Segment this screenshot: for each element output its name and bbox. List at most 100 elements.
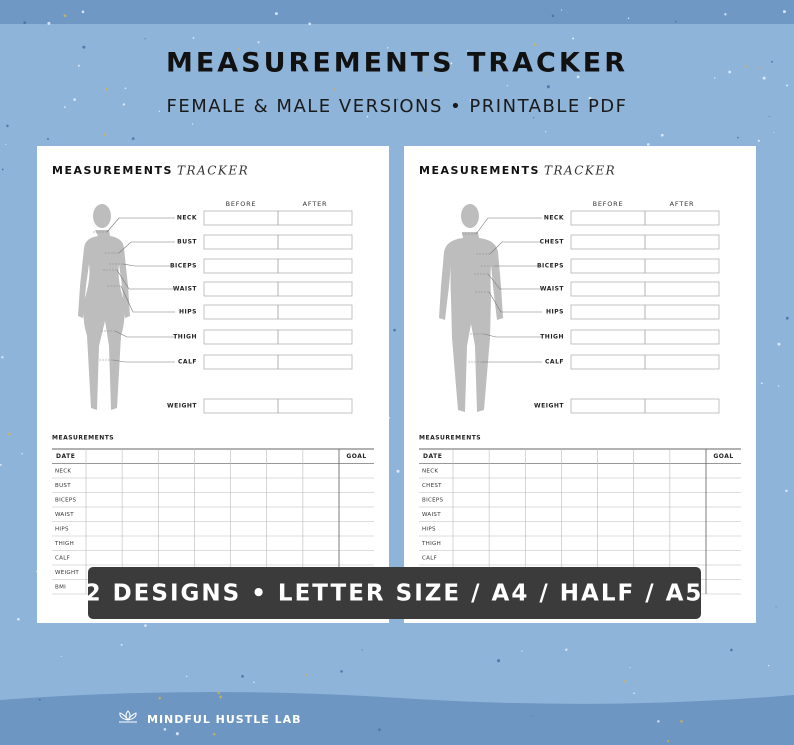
speck [304,63,307,66]
measure-label: CALF [545,359,564,366]
speck [82,45,86,49]
speck [217,691,221,695]
after-box [277,210,353,226]
leader-line [118,241,175,254]
after-box [644,354,720,370]
speck [566,60,570,64]
speck [105,87,108,91]
sheet: MEASUREMENTS TRACKER BEFORE AFTER NECK CHEST B… [404,146,756,623]
after-box [644,398,720,414]
row-label: NECK [55,468,71,474]
goal-header: GOAL [713,453,733,460]
speck [588,96,592,100]
speck [257,41,260,44]
speck [762,76,766,80]
row-label: CHEST [422,483,442,489]
measure-label: CALF [178,359,197,366]
speck [760,382,763,385]
col-before: BEFORE [226,200,257,208]
speck [768,664,770,667]
sheet-title: MEASUREMENTS [419,164,540,177]
col-after: AFTER [670,200,695,208]
leader-line [487,273,542,290]
speck [768,115,770,118]
leader-line [112,359,175,363]
silhouette-body [439,232,503,412]
sheets: MEASUREMENTS TRACKER BEFORE AFTER NECK BUST BI… [37,146,756,623]
speck [737,136,739,139]
speck [777,385,780,387]
speck [551,14,555,18]
after-box [277,258,353,274]
leader-line [489,241,542,255]
after-box [277,329,353,345]
speck [122,103,126,106]
speck [576,75,580,79]
sheet-title-italic: TRACKER [544,164,616,178]
speck [73,98,76,101]
speck [469,99,473,102]
after-box [644,234,720,250]
row-label: BMI [55,584,66,590]
speck [785,489,788,493]
speck [521,650,523,652]
after-box [277,398,353,414]
row-label: BUST [55,483,71,489]
speck [771,60,774,63]
measure-label: BICEPS [537,263,564,270]
sheet-title: MEASUREMENTS [52,164,173,177]
speck [1,356,4,359]
speck [526,80,528,82]
after-box [644,304,720,320]
speck [759,67,762,69]
speck [124,87,127,90]
measure-label: HIPS [546,309,564,316]
speck [775,606,777,608]
speck [126,99,128,101]
measure-label: CHEST [540,239,565,246]
speck [175,732,179,736]
after-box [277,234,353,250]
row-label: HIPS [55,526,69,532]
section-title: MEASUREMENTS [52,435,114,442]
after-box [277,354,353,370]
speck [565,648,568,651]
speck [186,675,188,678]
leader-line [122,263,175,267]
after-box [644,329,720,345]
speck [219,695,223,699]
speck [627,17,630,20]
speck [17,617,20,621]
speck [205,81,207,83]
speck [375,68,377,70]
speck [253,681,255,684]
measure-label: WAIST [540,286,565,293]
row-label: THIGH [421,541,441,547]
speck [46,137,50,141]
title: MEASUREMENTS TRACKER [166,48,628,79]
speck [393,328,396,332]
row-label: BICEPS [55,497,77,503]
speck [305,673,308,676]
speck [212,732,216,736]
subtitle: FEMALE & MALE VERSIONS • PRINTABLE PDF [166,96,627,117]
measure-label: THIGH [540,334,564,341]
after-box [644,258,720,274]
leader-line [106,217,175,233]
speck [378,728,381,731]
speck [744,65,747,68]
speck [158,696,161,700]
measure-label: WEIGHT [534,403,564,410]
measure-label: NECK [177,215,197,222]
speck [349,63,352,65]
measure-label: HIPS [179,309,197,316]
section-title: MEASUREMENTS [419,435,481,442]
speck [5,143,7,145]
speck [728,70,732,74]
speck [667,739,670,743]
speck [144,38,146,40]
footer-wave [0,691,794,745]
speck [785,316,789,320]
speck [786,84,789,87]
